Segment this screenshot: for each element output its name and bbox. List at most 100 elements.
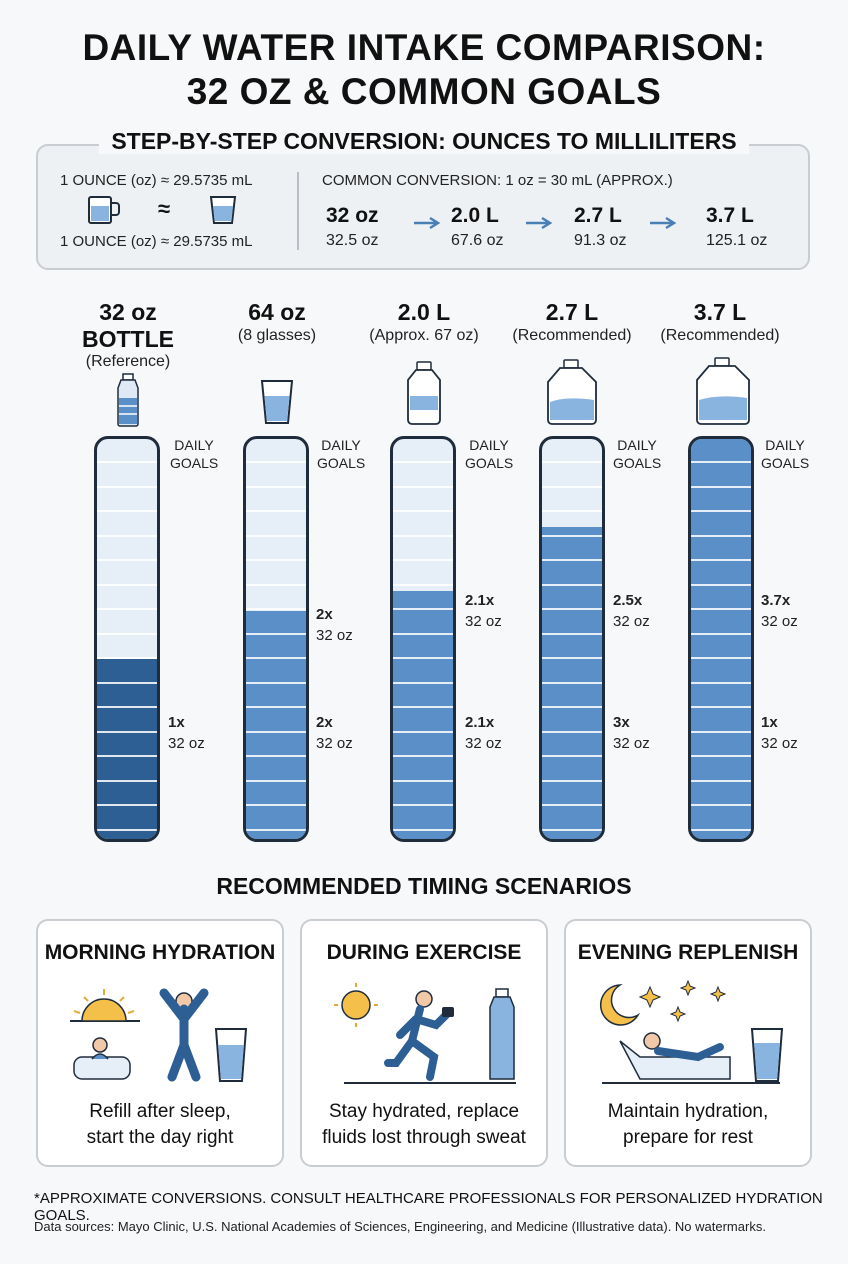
tube-gradation-line: [393, 559, 453, 561]
footnote: *APPROXIMATE CONVERSIONS. CONSULT HEALTH…: [34, 1190, 823, 1224]
tube-gradation-line: [393, 828, 453, 831]
tube-gradation-line: [97, 730, 157, 733]
tube-gradation-line: [97, 583, 157, 586]
tube-gradation-line: [542, 755, 602, 757]
runner-icon: [334, 983, 516, 1084]
timing-card-evening: EVENING REPLENISH Maintain hydration, pre…: [564, 919, 812, 1167]
arrow-right-icon: [414, 216, 441, 230]
bottle-icon: [407, 361, 441, 425]
tube-gradation-line: [246, 583, 306, 586]
tube-gradation-line: [542, 632, 602, 635]
tube-gradation-line: [246, 559, 306, 561]
multiplier-mark: 2.1x 32 oz: [465, 592, 502, 630]
column-label-2-7l: 2.7 L (Recommended): [512, 299, 632, 344]
tube-gradation-line: [97, 755, 157, 757]
page-title: DAILY WATER INTAKE COMPARISON: 32 OZ & C…: [0, 26, 848, 114]
tube-gradation-line: [691, 534, 751, 537]
tube-gradation-line: [691, 828, 751, 831]
tube-gradation-line: [246, 804, 306, 806]
card-description: Maintain hydration, prepare for rest: [607, 1101, 769, 1148]
tube-gradation-line: [246, 510, 306, 512]
title-line-1: DAILY WATER INTAKE COMPARISON:: [82, 27, 766, 68]
sunrise-stretch-icon: [70, 988, 248, 1082]
common-conversion-text: COMMON CONVERSION: 1 oz = 30 mL (APPROX.…: [322, 172, 673, 189]
tube-gradation-line: [393, 534, 453, 537]
multiplier-mark: 1x 32 oz: [761, 714, 798, 752]
tube-gradation-line: [97, 485, 157, 488]
conversion-step-1: 32 oz 32.5 oz: [326, 204, 379, 249]
conversion-panel: [36, 144, 810, 270]
tube-gradation-line: [691, 779, 751, 782]
multiplier-mark: 1x 32 oz: [168, 714, 205, 752]
tube-gradation-line: [691, 681, 751, 684]
tube-gradation-line: [691, 461, 751, 463]
gallon-jug-icon: [696, 357, 750, 425]
tube-gradation-line: [393, 706, 453, 708]
tube-gradation-line: [97, 706, 157, 708]
tube-gradation-line: [691, 730, 751, 733]
jug-icon: [547, 359, 597, 425]
tube-gradation-line: [691, 657, 751, 659]
column-label-64oz: 64 oz (8 glasses): [237, 299, 317, 344]
multiplier-mark: 2x 32 oz: [316, 606, 353, 644]
tube-gradation-line: [246, 534, 306, 537]
tube-fill: [393, 591, 453, 839]
multiplier-mark: 2.1x 32 oz: [465, 714, 502, 752]
tube-gradation-line: [97, 681, 157, 684]
tube-gradation-line: [97, 608, 157, 610]
data-sources: Data sources: Mayo Clinic, U.S. National…: [34, 1219, 766, 1234]
timing-heading: RECOMMENDED TIMING SCENARIOS: [216, 873, 632, 899]
tube-gradation-line: [542, 485, 602, 488]
daily-goals-label: DAILY GOALS: [317, 437, 366, 471]
daily-goals-label: DAILY GOALS: [170, 437, 219, 471]
tube-gradation-line: [393, 657, 453, 659]
tube-gradation-line: [246, 485, 306, 488]
tube-gradation-line: [542, 681, 602, 684]
tube-gradation-line: [246, 608, 306, 610]
tube-gradation-line: [691, 559, 751, 561]
tube-gradation-line: [542, 657, 602, 659]
tube-gradation-line: [393, 755, 453, 757]
tube-gradation-line: [542, 559, 602, 561]
multiplier-mark: 3x 32 oz: [613, 714, 650, 752]
tube-gradation-line: [393, 608, 453, 610]
tube-gradation-line: [393, 681, 453, 684]
tube-gradation-line: [97, 534, 157, 537]
tube-gradation-line: [246, 706, 306, 708]
tube-gradation-line: [691, 608, 751, 610]
tube-gradation-line: [393, 510, 453, 512]
tube-gradation-line: [246, 730, 306, 733]
glass-icon: [260, 380, 294, 424]
water-bottle-icon: [117, 373, 139, 427]
tube-gradation-line: [97, 804, 157, 806]
conversion-step-3: 2.7 L 91.3 oz: [574, 204, 627, 249]
tube-gradation-line: [97, 461, 157, 463]
card-description: Stay hydrated, replace fluids lost throug…: [322, 1101, 526, 1148]
timing-card-exercise: DURING EXERCISE Stay hydrated, replace fl…: [300, 919, 548, 1167]
tube-gradation-line: [691, 706, 751, 708]
tube-gradation-line: [542, 706, 602, 708]
tube-64oz: [243, 436, 309, 842]
column-label-2l: 2.0 L (Approx. 67 oz): [369, 299, 479, 344]
tube-fill: [246, 611, 306, 839]
tube-gradation-line: [393, 461, 453, 463]
tube-gradation-line: [97, 559, 157, 561]
tube-fill: [691, 439, 751, 839]
card-title: DURING EXERCISE: [326, 941, 522, 964]
daily-goals-label: DAILY GOALS: [613, 437, 662, 471]
ounce-conversion-line-2: 1 OUNCE (oz) ≈ 29.5735 mL: [60, 233, 253, 250]
tube-gradation-line: [393, 804, 453, 806]
cup-icon: [209, 196, 237, 224]
tube-gradation-line: [542, 828, 602, 831]
tube-gradation-line: [542, 779, 602, 782]
tube-gradation-line: [691, 632, 751, 635]
title-line-2: 32 OZ & COMMON GOALS: [186, 71, 662, 112]
column-label-32oz: 32 oz BOTTLE (Reference): [82, 299, 174, 370]
tube-gradation-line: [542, 730, 602, 733]
tube-gradation-line: [542, 804, 602, 806]
timing-card-morning: MORNING HYDRATION Refill after sleep, sta…: [36, 919, 284, 1167]
tube-gradation-line: [691, 583, 751, 586]
tube-gradation-line: [97, 779, 157, 782]
daily-goals-label: DAILY GOALS: [465, 437, 514, 471]
tube-gradation-line: [393, 632, 453, 635]
